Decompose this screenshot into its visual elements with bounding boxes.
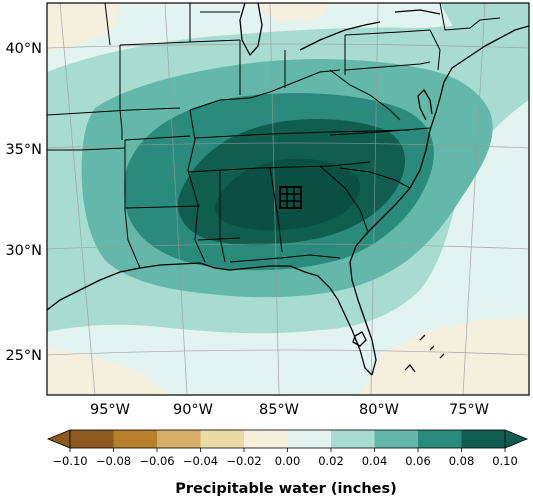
colorbar-swatch xyxy=(70,430,114,448)
boundary-tennessee-south xyxy=(187,161,371,173)
colorbar-swatch xyxy=(331,430,375,448)
colorbar-title: Precipitable water (inches) xyxy=(175,481,397,497)
boundary-mason-dixon xyxy=(344,61,431,71)
lat-label-25n: 25°N xyxy=(5,348,42,364)
field-patch-neutral-southwest xyxy=(47,348,170,395)
boundary-oklahoma-texas-west xyxy=(119,109,123,140)
boundary-ohio-river xyxy=(189,69,341,111)
boundary-upper-midwest xyxy=(104,3,240,46)
latitude-labels: 40°N 35°N 30°N 25°N xyxy=(5,41,42,364)
lat-label-40n: 40°N xyxy=(5,41,42,57)
boundary-georgia-carolinas xyxy=(319,165,369,233)
atlantic-coast xyxy=(349,25,529,263)
meridian-90w xyxy=(164,3,188,395)
colorbar-tick-label: −0.02 xyxy=(226,454,261,468)
grid-box-outline xyxy=(279,186,302,209)
florida-east-coast xyxy=(349,261,377,376)
meridian-75w xyxy=(462,3,486,395)
colorbar-swatch xyxy=(200,430,245,448)
study-area-grid-box xyxy=(279,186,302,209)
longitude-labels: 95°W 90°W 85°W 80°W 75°W xyxy=(90,402,489,418)
boundary-mississippi-alabama xyxy=(219,170,226,263)
lake-michigan-shore xyxy=(239,3,263,56)
colorbar-tick-label: −0.04 xyxy=(183,454,218,468)
colorbar-tick-label: −0.08 xyxy=(96,454,131,468)
colorbar-swatch xyxy=(418,430,462,448)
parallel-25n xyxy=(47,349,529,356)
boundary-north-south-carolina xyxy=(339,167,411,189)
boundary-37n-kansas-missouri xyxy=(47,107,181,116)
colorbar-tick-label: 0.08 xyxy=(449,454,475,468)
boundary-kentucky-tennessee xyxy=(194,129,411,139)
boundary-33.5n-texas-oklahoma xyxy=(47,147,126,151)
field-patch-neutral-southeast xyxy=(360,318,529,395)
colorbar-extend-high xyxy=(504,429,529,449)
field-level-0.02-east xyxy=(440,3,529,60)
colorbar: −0.10 −0.08 −0.06 −0.04 −0.02 0.00 0.02 0.04 0.0… xyxy=(46,429,529,497)
colorbar-tick-label: 0.02 xyxy=(318,454,344,468)
field-patch-neutral-west xyxy=(47,3,120,52)
coastlines xyxy=(47,3,529,376)
boundary-louisiana-mississippi xyxy=(197,237,241,241)
gulf-coast xyxy=(47,262,373,376)
boundary-arkansas-north xyxy=(124,135,191,141)
colorbar-tick-label: 0.04 xyxy=(362,454,388,468)
parallel-35n xyxy=(47,142,529,149)
lon-label-95w: 95°W xyxy=(90,402,130,418)
lake-ontario-shore xyxy=(394,9,441,15)
colorbar-ticks: −0.10 −0.08 −0.06 −0.04 −0.02 0.00 0.02 0.04 0.0… xyxy=(52,448,518,468)
boundary-west-virginia xyxy=(329,69,401,121)
lon-label-90w: 90°W xyxy=(173,402,213,418)
parallel-40n xyxy=(47,43,529,49)
boundary-alabama-georgia xyxy=(269,167,283,253)
colorbar-swatch xyxy=(287,430,332,448)
lat-label-30n: 30°N xyxy=(5,243,42,259)
colorbar-tick-label: −0.06 xyxy=(139,454,174,468)
colorbar-swatch xyxy=(461,430,506,448)
boundary-new-york-pennsylvania xyxy=(344,29,431,36)
boundary-arkansas-louisiana xyxy=(124,205,201,209)
boundary-mississippi-river xyxy=(187,109,206,263)
chesapeake-shore xyxy=(417,89,433,121)
colorbar-swatch xyxy=(244,430,288,448)
colorbar-swatch xyxy=(113,430,158,448)
meridian-95w xyxy=(59,3,96,395)
colorbar-tick-label: −0.10 xyxy=(52,454,87,468)
colorbar-swatch xyxy=(157,430,201,448)
boundary-new-jersey xyxy=(429,29,441,71)
grid-box-cells xyxy=(280,187,301,208)
boundary-new-england xyxy=(439,3,501,31)
colorbar-swatch xyxy=(374,430,419,448)
colorbar-extend-low xyxy=(46,429,71,449)
colorbar-swatches xyxy=(46,429,529,449)
lake-okeechobee xyxy=(352,331,367,347)
map-panel xyxy=(47,3,529,395)
map-frame xyxy=(46,2,530,396)
boundary-florida-panhandle xyxy=(229,254,341,263)
parallel-30n xyxy=(47,243,529,250)
colorbar-tick-label: 0.00 xyxy=(275,454,301,468)
lat-label-35n: 35°N xyxy=(5,142,42,158)
colorbar-tick-label: 0.06 xyxy=(405,454,431,468)
boundary-virginia-north-carolina xyxy=(329,127,431,136)
bahamas-islands xyxy=(404,334,445,373)
colorbar-tick-label: 0.10 xyxy=(492,454,518,468)
meridian-80w xyxy=(370,3,379,395)
lake-erie-shore xyxy=(299,21,381,51)
lon-label-85w: 85°W xyxy=(259,402,299,418)
lon-label-75w: 75°W xyxy=(449,402,489,418)
boundary-texas-louisiana xyxy=(124,140,141,269)
state-boundaries xyxy=(47,3,501,269)
lon-label-80w: 80°W xyxy=(359,402,399,418)
